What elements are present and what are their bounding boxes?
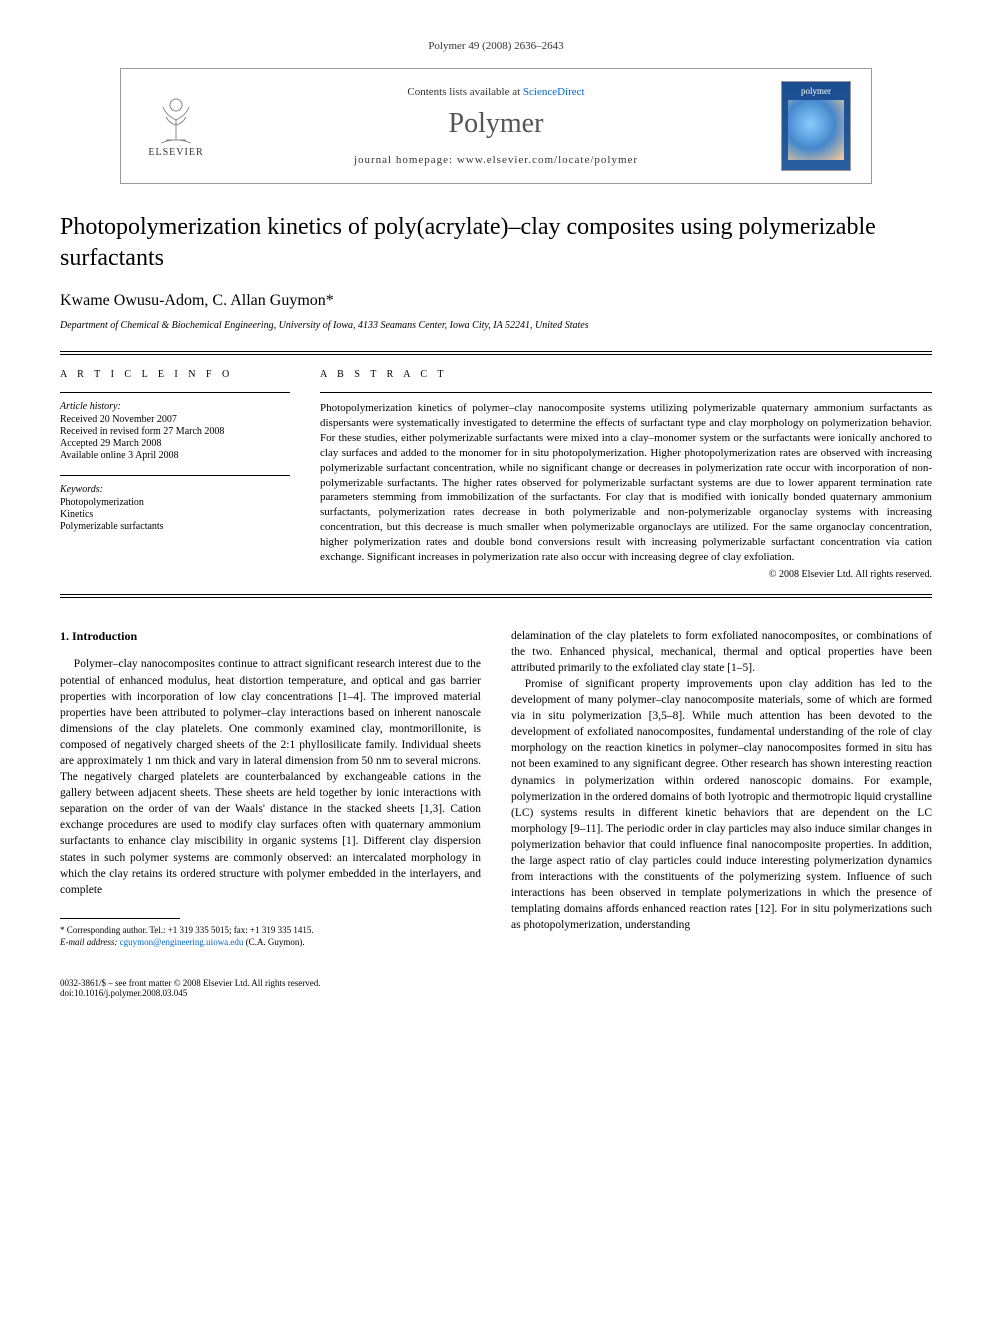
keyword: Polymerizable surfactants bbox=[60, 521, 290, 532]
footer-doi: doi:10.1016/j.polymer.2008.03.045 bbox=[60, 988, 321, 998]
sciencedirect-link[interactable]: ScienceDirect bbox=[523, 86, 585, 98]
homepage-line: journal homepage: www.elsevier.com/locat… bbox=[231, 154, 761, 166]
article-info-column: A R T I C L E I N F O Article history: R… bbox=[60, 369, 290, 579]
body-column-left: 1. Introduction Polymer–clay nanocomposi… bbox=[60, 628, 481, 949]
online-date: Available online 3 April 2008 bbox=[60, 450, 290, 461]
section-heading: 1. Introduction bbox=[60, 628, 481, 645]
elsevier-tree-icon bbox=[151, 95, 201, 145]
authors: Kwame Owusu-Adom, C. Allan Guymon* bbox=[60, 292, 932, 310]
publisher-name: ELSEVIER bbox=[148, 147, 203, 158]
keyword: Kinetics bbox=[60, 509, 290, 520]
email-link[interactable]: cguymon@engineering.uiowa.edu bbox=[120, 937, 244, 947]
affiliation: Department of Chemical & Biochemical Eng… bbox=[60, 320, 932, 331]
divider bbox=[60, 594, 932, 595]
abstract-heading: A B S T R A C T bbox=[320, 369, 932, 380]
footnote-separator bbox=[60, 918, 180, 919]
divider bbox=[320, 392, 932, 393]
keywords-label: Keywords: bbox=[60, 484, 290, 495]
citation-header: Polymer 49 (2008) 2636–2643 bbox=[60, 40, 932, 52]
contents-box: ELSEVIER Contents lists available at Sci… bbox=[120, 68, 872, 184]
divider bbox=[60, 354, 932, 355]
footer: 0032-3861/$ – see front matter © 2008 El… bbox=[60, 978, 932, 998]
body-columns: 1. Introduction Polymer–clay nanocomposi… bbox=[60, 628, 932, 949]
article-info-heading: A R T I C L E I N F O bbox=[60, 369, 290, 380]
divider bbox=[60, 392, 290, 393]
cover-image bbox=[788, 100, 844, 160]
divider bbox=[60, 597, 932, 598]
email-footnote: E-mail address: cguymon@engineering.uiow… bbox=[60, 937, 481, 949]
body-paragraph: Promise of significant property improvem… bbox=[511, 676, 932, 934]
received-date: Received 20 November 2007 bbox=[60, 414, 290, 425]
journal-cover: polymer bbox=[781, 81, 851, 171]
email-suffix: (C.A. Guymon). bbox=[243, 937, 304, 947]
cover-title: polymer bbox=[801, 86, 831, 96]
body-column-right: delamination of the clay platelets to fo… bbox=[511, 628, 932, 949]
keyword: Photopolymerization bbox=[60, 497, 290, 508]
divider bbox=[60, 351, 932, 352]
history-label: Article history: bbox=[60, 401, 290, 412]
article-title: Photopolymerization kinetics of poly(acr… bbox=[60, 212, 932, 274]
footer-issn: 0032-3861/$ – see front matter © 2008 El… bbox=[60, 978, 321, 988]
revised-date: Received in revised form 27 March 2008 bbox=[60, 426, 290, 437]
abstract-text: Photopolymerization kinetics of polymer–… bbox=[320, 401, 932, 564]
homepage-prefix: journal homepage: bbox=[354, 154, 457, 166]
contents-prefix: Contents lists available at bbox=[407, 86, 522, 98]
homepage-url[interactable]: www.elsevier.com/locate/polymer bbox=[457, 154, 638, 166]
accepted-date: Accepted 29 March 2008 bbox=[60, 438, 290, 449]
email-label: E-mail address: bbox=[60, 937, 120, 947]
contents-available-line: Contents lists available at ScienceDirec… bbox=[231, 86, 761, 98]
body-paragraph: delamination of the clay platelets to fo… bbox=[511, 628, 932, 676]
corresponding-footnote: * Corresponding author. Tel.: +1 319 335… bbox=[60, 925, 481, 937]
copyright: © 2008 Elsevier Ltd. All rights reserved… bbox=[320, 569, 932, 580]
elsevier-logo: ELSEVIER bbox=[141, 86, 211, 166]
abstract-column: A B S T R A C T Photopolymerization kine… bbox=[320, 369, 932, 579]
journal-name: Polymer bbox=[231, 108, 761, 140]
divider bbox=[60, 475, 290, 476]
body-paragraph: Polymer–clay nanocomposites continue to … bbox=[60, 656, 481, 897]
